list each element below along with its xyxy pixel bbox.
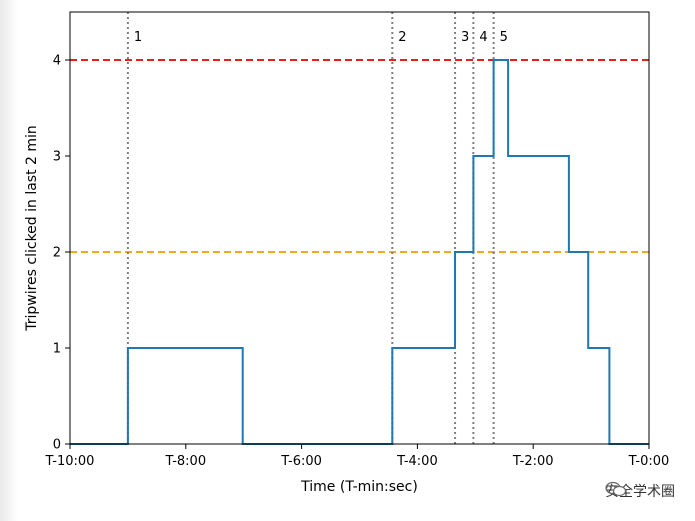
wechat-icon	[605, 481, 627, 497]
event-label-3: 3	[461, 30, 469, 45]
x-axis-label: Time (T-min:sec)	[300, 479, 418, 495]
x-tick-label: T-8:00	[164, 454, 206, 469]
x-axis: T-10:00 T-8:00 T-6:00 T-4:00 T-2:00 T-0:00	[45, 444, 670, 469]
x-tick-label: T-4:00	[396, 454, 438, 469]
y-tick-label: 1	[53, 342, 61, 357]
watermark: 安全学术圈	[605, 481, 675, 501]
y-tick-label: 3	[53, 150, 61, 165]
y-axis: 0 1 2 3 4	[53, 54, 70, 453]
series-line-0	[70, 59, 649, 445]
y-axis-label: Tripwires clicked in last 2 min	[24, 125, 40, 332]
event-label-1: 1	[134, 30, 142, 45]
y-tick-label: 0	[53, 438, 61, 453]
page-edge-shadow	[0, 0, 18, 521]
x-tick-label: T-10:00	[45, 454, 95, 469]
x-tick-label: T-6:00	[280, 454, 322, 469]
plot-frame	[69, 11, 650, 445]
event-label-2: 2	[398, 30, 406, 45]
x-tick-label: T-2:00	[512, 454, 554, 469]
event-label-5: 5	[500, 30, 508, 45]
y-tick-label: 4	[53, 54, 61, 69]
x-tick-label: T-0:00	[628, 454, 670, 469]
y-tick-label: 2	[53, 246, 61, 261]
event-label-4: 4	[479, 30, 487, 45]
